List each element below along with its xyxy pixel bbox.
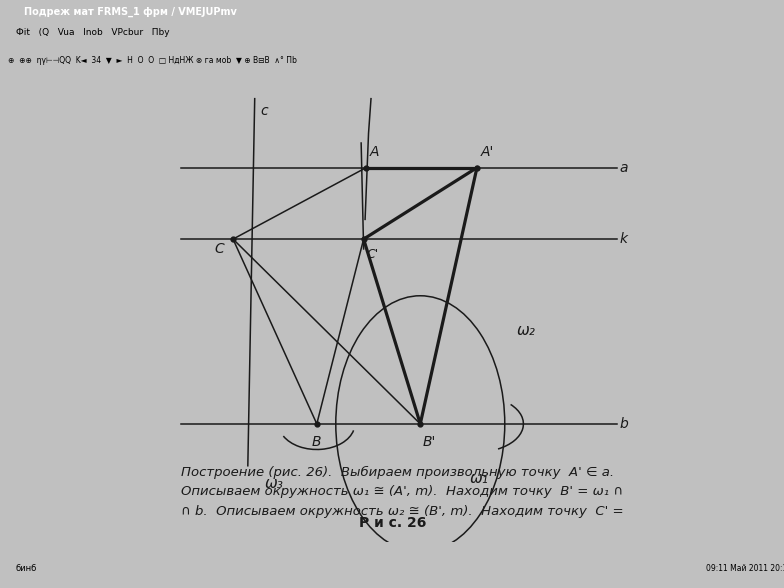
Text: ω₁: ω₁ [470, 470, 488, 486]
Text: Подреж мат FRMS_1 фрм / VMEJUPmv: Подреж мат FRMS_1 фрм / VMEJUPmv [24, 6, 237, 17]
Text: c: c [260, 103, 268, 118]
Text: ∩ b.  Описываем окружность ω₂ ≅ (B', m).  Находим точку  C' =: ∩ b. Описываем окружность ω₂ ≅ (B', m). … [181, 505, 624, 518]
Text: ⊕  ⊕⊕  ηγ⊢⊣QQ  K◄  34  ▼  ►  H  O  O  □ HдHЖ ⊗ гa мob  ▼ ⊕ B⊟B  ∧° Пb: ⊕ ⊕⊕ ηγ⊢⊣QQ K◄ 34 ▼ ► H O O □ HдHЖ ⊗ гa … [8, 56, 296, 65]
Text: B: B [312, 435, 321, 449]
Text: b: b [620, 417, 629, 431]
Text: Построение (рис. 26).  Выбираем произвольную точку  A' ∈ a.: Построение (рис. 26). Выбираем произволь… [181, 466, 615, 479]
Text: k: k [620, 232, 628, 246]
Text: Р и с. 26: Р и с. 26 [360, 516, 426, 530]
Text: a: a [620, 161, 628, 175]
Text: Описываем окружность ω₁ ≅ (A', m).  Находим точку  B' = ω₁ ∩: Описываем окружность ω₁ ≅ (A', m). Наход… [181, 486, 623, 499]
Bar [710, 2, 741, 21]
Text: A: A [370, 145, 379, 159]
Text: C': C' [366, 248, 378, 261]
Bar [678, 2, 710, 21]
Text: ω₃: ω₃ [265, 476, 284, 490]
Text: A': A' [481, 145, 494, 159]
Text: ω₂: ω₂ [517, 323, 535, 338]
Text: Фit   (Q   Vua   Inob   VPcbur   Пbу: Фit (Q Vua Inob VPcbur Пbу [16, 28, 169, 37]
Text: бинб: бинб [16, 564, 37, 573]
Text: C: C [214, 242, 224, 256]
Text: 09:11 Май 2011 20:11: 09:11 Май 2011 20:11 [706, 564, 784, 573]
Bar [741, 2, 772, 21]
Text: B': B' [423, 435, 436, 449]
